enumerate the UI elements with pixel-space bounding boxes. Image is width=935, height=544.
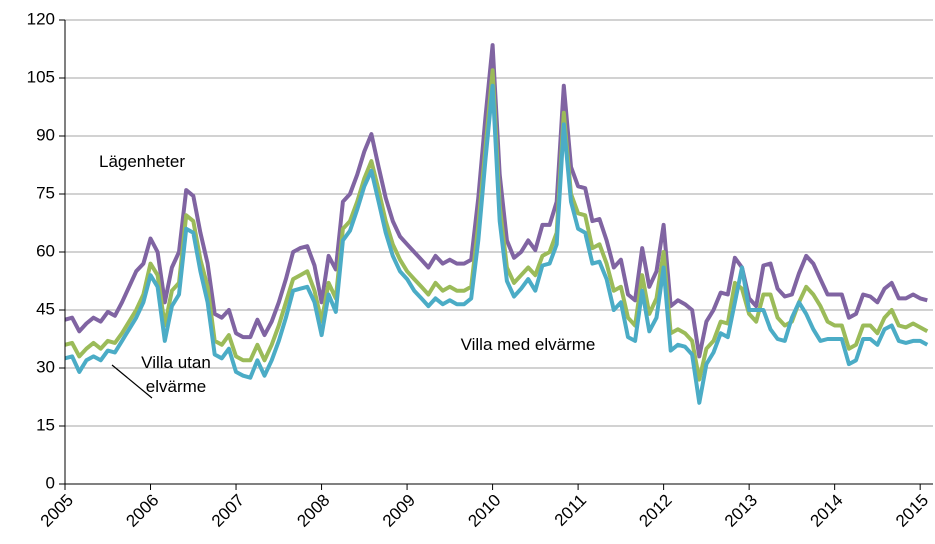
- annotation-leader: [111, 364, 153, 399]
- x-tick-label: 2011: [551, 491, 590, 530]
- y-tick-label: 0: [46, 473, 55, 492]
- x-tick-label: 2010: [464, 491, 504, 531]
- y-tick-label: 45: [36, 299, 55, 318]
- x-tick-label: 2014: [806, 491, 846, 531]
- y-tick-label: 15: [36, 415, 55, 434]
- series-label: Villa med elvärme: [460, 335, 596, 354]
- x-tick-label: 2008: [293, 491, 333, 531]
- series-label: Villa utan elvärme: [141, 353, 211, 396]
- x-tick-label: 2009: [379, 491, 419, 531]
- y-tick-label: 105: [27, 67, 55, 86]
- x-tick-label: 2015: [892, 491, 932, 531]
- series-label: Lägenheter: [98, 152, 186, 171]
- x-tick-label: 2007: [208, 491, 248, 531]
- y-tick-label: 60: [36, 241, 55, 260]
- x-tick-label: 2006: [122, 491, 162, 531]
- y-tick-label: 90: [36, 125, 55, 144]
- x-tick-label: 2013: [721, 491, 761, 531]
- x-tick-label: 2005: [37, 491, 77, 531]
- y-tick-label: 75: [36, 183, 55, 202]
- y-tick-label: 30: [36, 357, 55, 376]
- x-tick-label: 2012: [635, 491, 675, 531]
- y-tick-label: 120: [27, 9, 55, 28]
- series-line: [64, 83, 929, 405]
